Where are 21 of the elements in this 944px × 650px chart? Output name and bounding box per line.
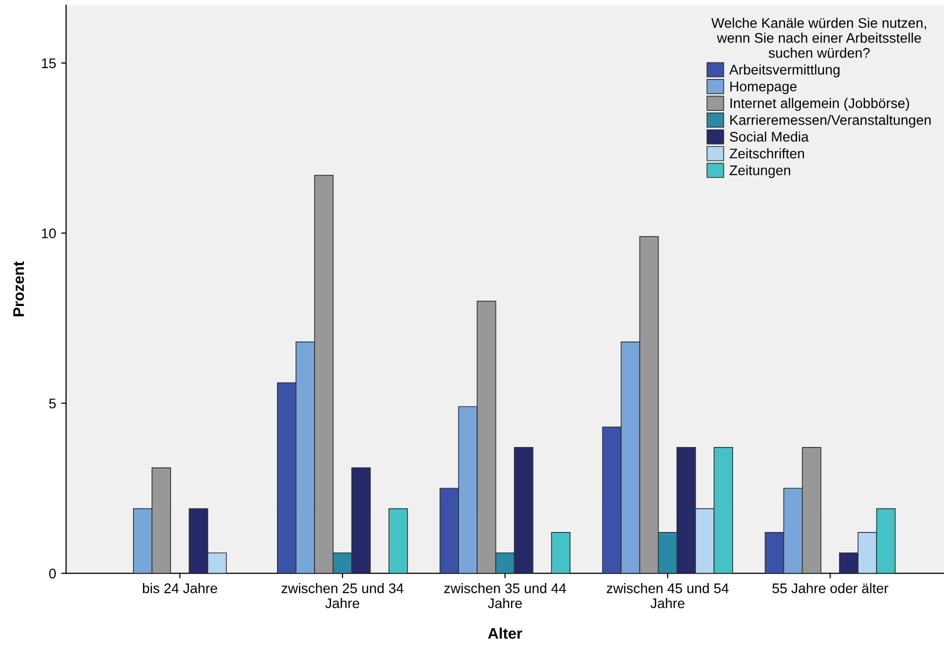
x-tick-label: 55 Jahre oder älter xyxy=(772,583,888,594)
x-tick-label: zwischen 25 und 34 Jahre xyxy=(282,583,404,608)
x-tick-label: bis 24 Jahre xyxy=(142,583,218,594)
bar xyxy=(551,532,570,574)
legend-label: Arbeitsvermittlung xyxy=(729,64,840,78)
legend-label: Internet allgemein (Jobbörse) xyxy=(730,98,910,111)
x-tick-label: zwischen 45 und 54 Jahre xyxy=(606,583,729,608)
x-axis-title: Alter xyxy=(488,628,522,639)
legend-label: Homepage xyxy=(730,82,797,94)
y-tick-label: 0 xyxy=(49,568,56,578)
legend-label: Zeitungen xyxy=(730,165,790,178)
y-tick-label: 15 xyxy=(42,58,56,68)
y-axis-title: Prozent xyxy=(13,261,24,316)
legend-label: Zeitschriften xyxy=(730,148,804,158)
y-tick-label: 5 xyxy=(49,398,56,408)
bar xyxy=(388,508,408,574)
legend-label: Social Media xyxy=(730,131,809,142)
x-tick-label: zwischen 35 und 44 Jahre xyxy=(444,583,566,608)
legend-label: Karrieremessen/Veranstaltungen xyxy=(730,114,931,128)
legend-title: Welche Kanäle würden Sie nutzen, wenn Sie nach einer Arbeitsstelle suchen würden? xyxy=(711,18,926,58)
y-tick-label: 10 xyxy=(42,228,56,238)
